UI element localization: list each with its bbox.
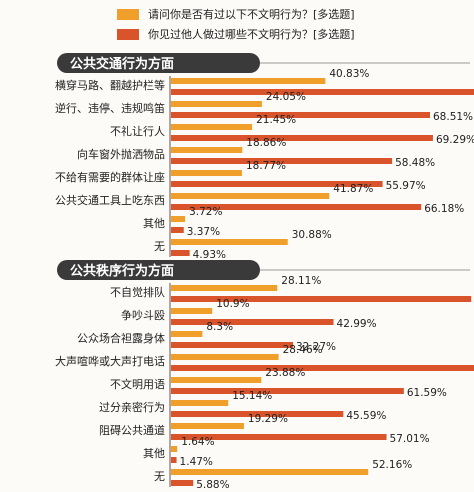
value-label-seen: 68.51% <box>433 111 473 123</box>
bar-seen <box>171 89 474 95</box>
category-label: 不文明用语 <box>110 377 165 391</box>
value-label-self: 18.77% <box>246 160 286 172</box>
bar-self <box>171 354 279 360</box>
value-label-seen: 58.48% <box>395 157 435 169</box>
bar-seen <box>171 434 387 440</box>
category-label: 争吵斗殴 <box>121 308 165 322</box>
value-label-self: 21.45% <box>256 114 296 126</box>
value-label-seen: 4.93% <box>193 249 226 261</box>
bar-self <box>171 147 243 153</box>
bar-seen <box>171 204 422 210</box>
category-label: 大声喧哗或大声打电话 <box>55 354 165 368</box>
value-label-self: 10.9% <box>216 298 249 310</box>
legend-label-2: 你见过他人做过哪些不文明行为？[多选题] <box>148 27 355 41</box>
value-label-seen: 55.97% <box>386 180 426 192</box>
bar-self <box>171 400 229 406</box>
bar-seen <box>171 411 344 417</box>
category-label: 不自觉排队 <box>110 285 165 299</box>
value-label-self: 8.3% <box>206 321 233 333</box>
value-label-seen: 45.59% <box>346 410 386 422</box>
value-label-seen: 57.01% <box>390 433 430 445</box>
bar-seen <box>171 296 472 302</box>
bar-self <box>171 469 369 475</box>
bar-seen <box>171 135 433 141</box>
value-label-self: 28.11% <box>281 275 321 287</box>
legend-label-1: 请问你是否有过以下不文明行为？[多选题] <box>148 7 355 21</box>
bar-seen <box>171 365 474 371</box>
bar-self <box>171 308 213 314</box>
bar-self <box>171 377 262 383</box>
value-label-self: 41.87% <box>333 183 373 195</box>
bar-seen <box>171 158 393 164</box>
section-title-1: 公共交通行为方面 <box>70 56 174 72</box>
bar-seen <box>171 319 334 325</box>
value-label-self: 23.88% <box>265 367 305 379</box>
bar-seen <box>171 250 190 256</box>
bar-seen <box>171 181 383 187</box>
bar-self <box>171 170 242 176</box>
value-label-self: 30.88% <box>292 229 332 241</box>
value-label-seen: 42.99% <box>337 318 377 330</box>
category-label: 无 <box>154 470 165 483</box>
value-label-self: 18.86% <box>246 137 286 149</box>
category-label: 不礼让行人 <box>110 124 165 138</box>
bar-seen <box>171 388 404 394</box>
category-label: 无 <box>154 240 165 253</box>
value-label-self: 52.16% <box>372 459 412 471</box>
section-title-2: 公共秩序行为方面 <box>70 263 174 279</box>
legend-swatch-1 <box>117 9 139 20</box>
bar-self <box>171 423 244 429</box>
bar-self <box>171 78 326 84</box>
value-label-self: 40.83% <box>329 68 369 80</box>
bar-self <box>171 285 278 291</box>
value-label-seen: 5.88% <box>196 479 229 491</box>
category-label: 其他 <box>143 217 165 230</box>
category-label: 横穿马路、翻越护栏等 <box>55 78 165 92</box>
value-label-self: 28.46% <box>283 344 323 356</box>
value-label-self: 3.72% <box>189 206 222 218</box>
bar-seen <box>171 480 194 486</box>
bar-seen <box>171 112 431 118</box>
bar-self <box>171 193 330 199</box>
value-label-seen: 3.37% <box>187 226 220 238</box>
value-label-self: 24.05% <box>266 91 306 103</box>
value-label-seen: 66.18% <box>424 203 464 215</box>
section-header-1 <box>57 53 260 73</box>
category-label: 向车窗外抛洒物品 <box>77 147 165 161</box>
category-label: 过分亲密行为 <box>99 400 165 414</box>
category-label: 阻碍公共通道 <box>99 423 165 437</box>
category-label: 公众场合袒露身体 <box>77 331 165 345</box>
category-label: 逆行、违停、违规鸣笛 <box>55 101 165 115</box>
value-label-self: 1.64% <box>181 436 214 448</box>
category-label: 公共交通工具上吃东西 <box>55 193 165 207</box>
bar-self <box>171 331 203 337</box>
bar-seen <box>171 457 177 463</box>
bar-self <box>171 216 186 222</box>
value-label-seen: 1.47% <box>180 456 213 468</box>
category-label: 其他 <box>143 447 165 460</box>
value-label-self: 19.29% <box>248 413 288 425</box>
bar-self <box>171 124 253 130</box>
value-label-seen: 32.27% <box>296 341 336 353</box>
bar-self <box>171 446 178 452</box>
value-label-seen: 61.59% <box>407 387 447 399</box>
bar-seen <box>171 227 184 233</box>
category-label: 不给有需要的群体让座 <box>55 170 165 184</box>
bar-seen <box>171 342 293 348</box>
legend-swatch-2 <box>117 29 139 40</box>
section-header-2 <box>57 260 260 280</box>
value-label-self: 15.14% <box>232 390 272 402</box>
bar-self <box>171 101 262 107</box>
bar-self <box>171 239 288 245</box>
value-label-seen: 69.29% <box>436 134 474 146</box>
